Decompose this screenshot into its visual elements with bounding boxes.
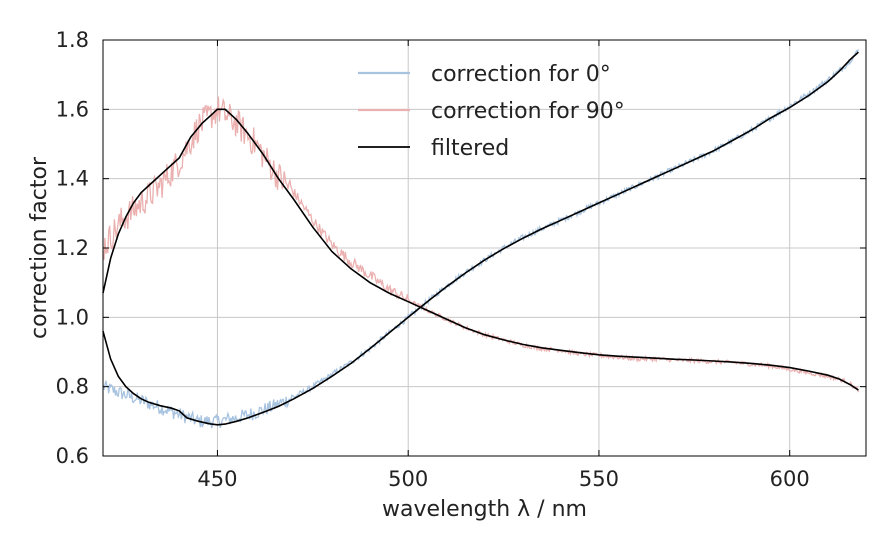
x-tick-label: 500 — [388, 467, 428, 491]
y-tick-label: 0.8 — [56, 375, 89, 399]
y-axis-label: correction factor — [27, 156, 52, 339]
filtered-curve-1 — [102, 108, 859, 391]
y-tick-label: 1.2 — [56, 236, 89, 260]
legend-label: correction for 0° — [431, 62, 611, 87]
filtered-curve-0 — [102, 51, 859, 426]
y-tick-label: 1.0 — [56, 305, 89, 329]
x-tick-label: 450 — [197, 467, 237, 491]
series-layer — [102, 49, 860, 429]
y-tick-label: 1.8 — [56, 28, 89, 52]
ticks — [103, 39, 866, 457]
x-axis-label: wavelength λ / nm — [382, 497, 587, 522]
legend-label: filtered — [431, 136, 509, 161]
legend: correction for 0° correction for 90° filte… — [358, 62, 625, 161]
y-tick-label: 1.4 — [56, 167, 89, 191]
y-tick-label: 1.6 — [56, 97, 89, 121]
legend-label: correction for 90° — [431, 99, 625, 124]
x-tick-label: 550 — [579, 467, 619, 491]
tick-labels: 450 500 550 600 0.6 0.8 1.0 1.2 1.4 1.6 1.8 — [56, 28, 810, 491]
series-line-correction-0 — [102, 49, 859, 429]
y-tick-label: 0.6 — [56, 444, 89, 468]
x-tick-label: 600 — [770, 467, 810, 491]
